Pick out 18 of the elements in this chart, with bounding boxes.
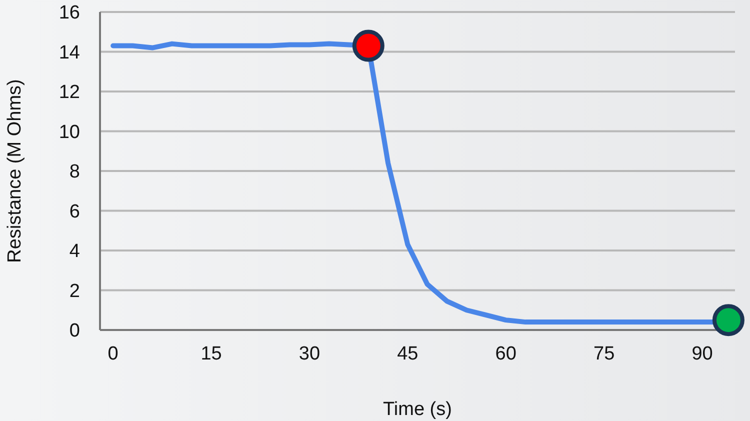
y-axis-title: Resistance (M Ohms) <box>4 79 26 263</box>
y-tick-label: 10 <box>58 122 80 143</box>
x-tick-label: 30 <box>298 343 320 364</box>
x-tick-label: 60 <box>495 343 516 364</box>
y-tick-label: 2 <box>69 280 80 302</box>
x-tick-label: 45 <box>397 343 418 364</box>
x-tick-label: 15 <box>200 343 222 364</box>
x-tick-label: 90 <box>692 343 713 364</box>
y-tick-label: 6 <box>69 201 80 222</box>
x-tick-label: 0 <box>108 343 118 364</box>
y-tick-label: 12 <box>58 82 80 104</box>
y-tick-label: 0 <box>69 320 80 342</box>
x-axis-title: Time (s) <box>383 399 452 420</box>
y-tick-label: 8 <box>69 162 80 183</box>
y-tick-label: 14 <box>58 42 80 64</box>
x-tick-label: 75 <box>594 343 615 364</box>
y-tick-label: 4 <box>69 241 80 262</box>
y-tick-label: 16 <box>58 2 80 24</box>
